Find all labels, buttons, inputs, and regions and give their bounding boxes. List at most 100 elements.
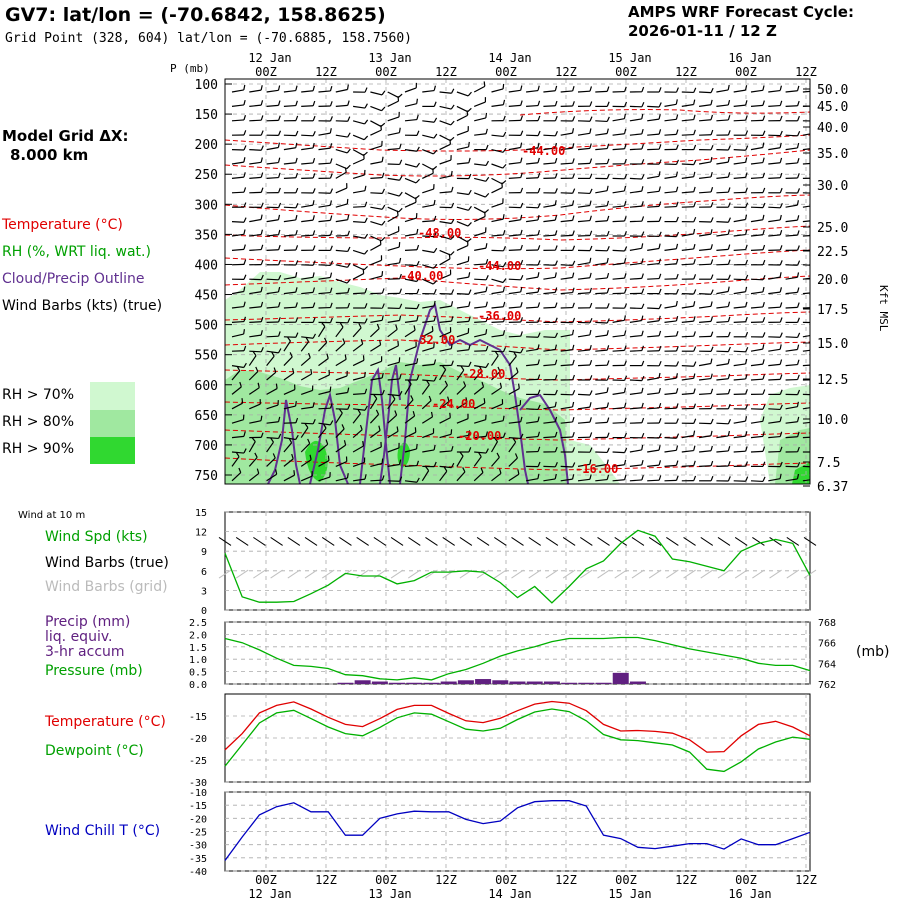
wind-barb-flag [520,348,524,354]
wind-barb-flag [416,288,420,294]
wind-barb-flag [329,215,333,221]
wind-barb-flag [745,259,748,265]
wind-barb [733,363,746,367]
wind-barb-flag [413,325,416,331]
wind-barb [404,329,416,338]
wind-barb-flag [815,273,816,278]
wind-barb [318,162,331,165]
wind-barb-flag [589,390,593,396]
wind-barb [647,205,660,208]
wind-barb-flag [537,416,540,422]
wind-barb [404,177,417,184]
bottom-date-label: 13 Jan [368,887,411,900]
height-tick-label: 15.0 [817,337,848,352]
wind-barb [681,320,694,323]
panel-y-tick-label: 2.0 [189,630,207,641]
wind-barb-flag [572,143,575,149]
panel-y-tick-label: -30 [189,841,207,852]
wind-barb-flag [796,157,800,164]
cloud-outline-path [379,364,401,484]
wind-barb-flag [762,286,765,293]
wind-barb-flag [243,217,247,223]
wind-barb [474,305,487,309]
wind-barb-flag [797,302,800,308]
wind-barb [802,364,810,367]
wind-barb-flag [260,432,264,438]
wind-barb-flag [606,432,610,438]
wind-barb-flag [779,229,783,236]
wind-barb [318,264,331,267]
model-grid-label: Model Grid ΔX: [2,127,129,145]
wind-barb-flag [710,187,714,193]
wind-barb [543,421,556,424]
wind-barb-flag [537,260,541,266]
wind-barb-flag [468,430,471,436]
wind-barb-grid [631,569,645,579]
wind-barb [664,133,677,136]
wind-barb-flag [520,433,524,439]
temp-contour [225,249,810,270]
wind-barb-flag [693,301,696,307]
wind-barb [768,348,781,352]
wind-barb-flag [762,344,765,350]
wind-barb [248,472,260,482]
wind-barb-flag [606,345,610,351]
wind-barb [370,91,383,96]
wind-barb [301,422,314,425]
wind-barb [716,191,729,194]
wind-barb-flag [450,301,454,307]
wind-barb [422,220,435,223]
wind-barb-flag [537,344,540,350]
wind-barb-flag [693,445,696,451]
rh-90-label: RH > 90% [2,441,75,457]
wind-barb-flag [606,360,610,366]
wind-barb [802,292,810,295]
wind-barb-flag [347,262,351,268]
pressure-tick-label: 600 [195,379,218,394]
wind-barb [335,292,348,295]
wind-barb-flag [815,128,816,133]
wind-barb [577,90,591,93]
wind-chill-panel: -10-15-20-25-30-35-40 [189,788,811,878]
wind-barb-flag [815,447,817,452]
wind-barb [699,320,712,323]
wind-barb-flag [396,426,399,432]
wind-barb-flag [623,258,627,264]
wind-barb-flag [762,476,766,482]
wind-barb-flag [727,244,731,250]
wind-barb-grid [476,569,490,579]
wind-barb-grid [597,569,610,579]
wind-barb-flag [554,359,558,365]
wind-barb [664,205,677,208]
wind-barb [595,190,608,194]
wind-barb-flag [502,330,506,336]
wind-barb-flag [380,236,386,242]
wind-barb [647,133,660,136]
wind-barb-flag [693,274,697,280]
wind-barb-flag [502,316,506,322]
wind-barb-flag [416,460,420,466]
wind-barb-flag [347,100,350,106]
wind-barb [750,278,764,281]
model-grid-value: 8.000 km [10,146,89,164]
pressure-tick-label: 700 [195,439,218,454]
wind-barb [266,335,279,338]
wind-barb-flag [658,360,662,367]
temp-contour [225,275,810,291]
wind-barb-true [339,536,352,546]
wind-barb [387,132,400,136]
wind-barb-flag [796,215,800,221]
wind-barb [404,163,417,168]
wind-barb [439,348,452,352]
wind-barb [560,147,573,151]
wind-barb [387,393,400,397]
wind-barb-flag [554,100,558,106]
wind-barb [456,293,469,295]
wind-barb-flag [641,273,644,279]
wind-barb [352,249,365,255]
wind-barb-flag [658,243,661,249]
wind-barb [352,359,365,367]
wind-barb-flag [572,359,575,365]
wind-barb [716,248,729,251]
